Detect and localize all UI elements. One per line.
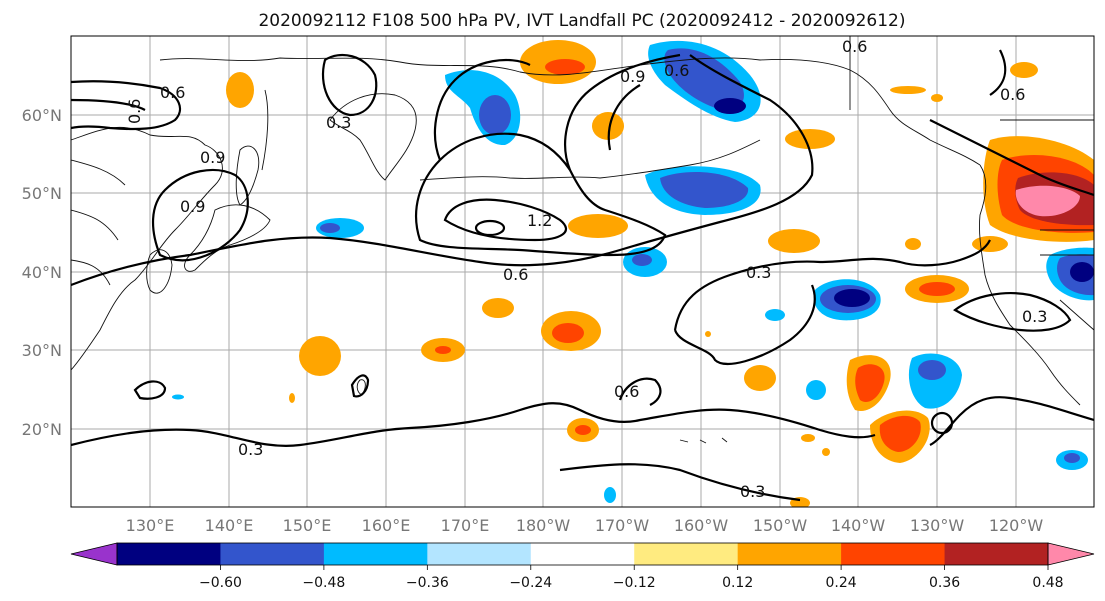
colorbar-tick-label: −0.12 xyxy=(613,575,656,591)
contour-label: 0.6 xyxy=(125,99,144,124)
lon-tick-label: 140°W xyxy=(831,516,886,535)
lon-tick-label: 160°E xyxy=(362,516,411,535)
map-frame xyxy=(70,35,1095,508)
lon-tick-label: 130°E xyxy=(126,516,175,535)
lon-tick-label: 150°E xyxy=(283,516,332,535)
contour-label: 0.3 xyxy=(740,482,765,501)
lon-tick-labels: 130°E 140°E 150°E 160°E 170°E 180°W 170°… xyxy=(126,516,1044,535)
colorbar-tick-label: −0.60 xyxy=(199,575,242,591)
lon-tick-label: 170°W xyxy=(595,516,650,535)
lon-tick-label: 120°W xyxy=(989,516,1044,535)
colorbar-segment xyxy=(427,543,532,565)
contour-label: 0.6 xyxy=(1000,85,1025,104)
contour-labels: 0.6 0.6 0.9 0.9 0.9 1.2 0.6 0.3 0.6 0.3 … xyxy=(125,37,1047,501)
lat-tick-label: 60°N xyxy=(22,106,62,125)
colorbar-segment xyxy=(323,543,428,565)
colorbar-segment xyxy=(220,543,325,565)
contour-label: 0.3 xyxy=(326,113,351,132)
colorbar-tick-label: −0.36 xyxy=(406,575,449,591)
contour-label: 0.6 xyxy=(503,265,528,284)
lat-tick-label: 30°N xyxy=(22,341,62,360)
contour-label: 0.6 xyxy=(614,382,639,401)
lon-tick-label: 180°W xyxy=(516,516,571,535)
contour-label: 0.9 xyxy=(180,197,205,216)
lon-tick-label: 150°W xyxy=(753,516,808,535)
contour-label: 0.6 xyxy=(664,61,689,80)
lat-tick-label: 40°N xyxy=(22,263,62,282)
positive-anomalies xyxy=(226,40,1094,507)
contours xyxy=(71,49,1094,502)
contour-label: 0.6 xyxy=(160,83,185,102)
contour-label: 1.2 xyxy=(527,211,552,230)
coastlines xyxy=(71,36,1094,444)
colorbar-segment xyxy=(841,543,946,565)
lat-tick-labels: 60°N 50°N 40°N 30°N 20°N xyxy=(22,106,62,439)
contour-label: 0.6 xyxy=(842,37,867,56)
colorbar-segment xyxy=(634,543,739,565)
map-title: 2020092112 F108 500 hPa PV, IVT Landfall… xyxy=(258,11,905,31)
colorbar-segment xyxy=(944,543,1049,565)
colorbar-tick-label: 0.12 xyxy=(722,575,753,591)
colorbar: −0.60 −0.48 −0.36 −0.24 −0.12 0.12 0.24 0.36 0.4… xyxy=(70,542,1095,591)
colorbar-extend-right xyxy=(1048,543,1094,565)
contour-label: 0.3 xyxy=(1022,307,1047,326)
lon-tick-label: 170°E xyxy=(441,516,490,535)
colorbar-tick-label: −0.24 xyxy=(509,575,552,591)
lon-tick-label: 160°W xyxy=(674,516,729,535)
contour-label: 0.3 xyxy=(746,263,771,282)
contour-label: 0.9 xyxy=(620,67,645,86)
lat-tick-label: 20°N xyxy=(22,420,62,439)
lat-tick-label: 50°N xyxy=(22,184,62,203)
colorbar-segment xyxy=(530,543,635,565)
colorbar-extend-left xyxy=(71,543,117,565)
colorbar-segment xyxy=(737,543,842,565)
colorbar-tick-label: 0.48 xyxy=(1032,575,1063,591)
colorbar-tick-label: −0.48 xyxy=(302,575,345,591)
lon-tick-label: 130°W xyxy=(910,516,965,535)
contour-label: 0.3 xyxy=(238,440,263,459)
map-area: 0.6 0.6 0.9 0.9 0.9 1.2 0.6 0.3 0.6 0.3 … xyxy=(71,36,1094,507)
colorbar-tick-label: 0.24 xyxy=(826,575,857,591)
lon-tick-label: 140°E xyxy=(205,516,254,535)
colorbar-segment xyxy=(117,543,221,565)
colorbar-tick-label: 0.36 xyxy=(929,575,960,591)
contour-label: 0.9 xyxy=(200,148,225,167)
